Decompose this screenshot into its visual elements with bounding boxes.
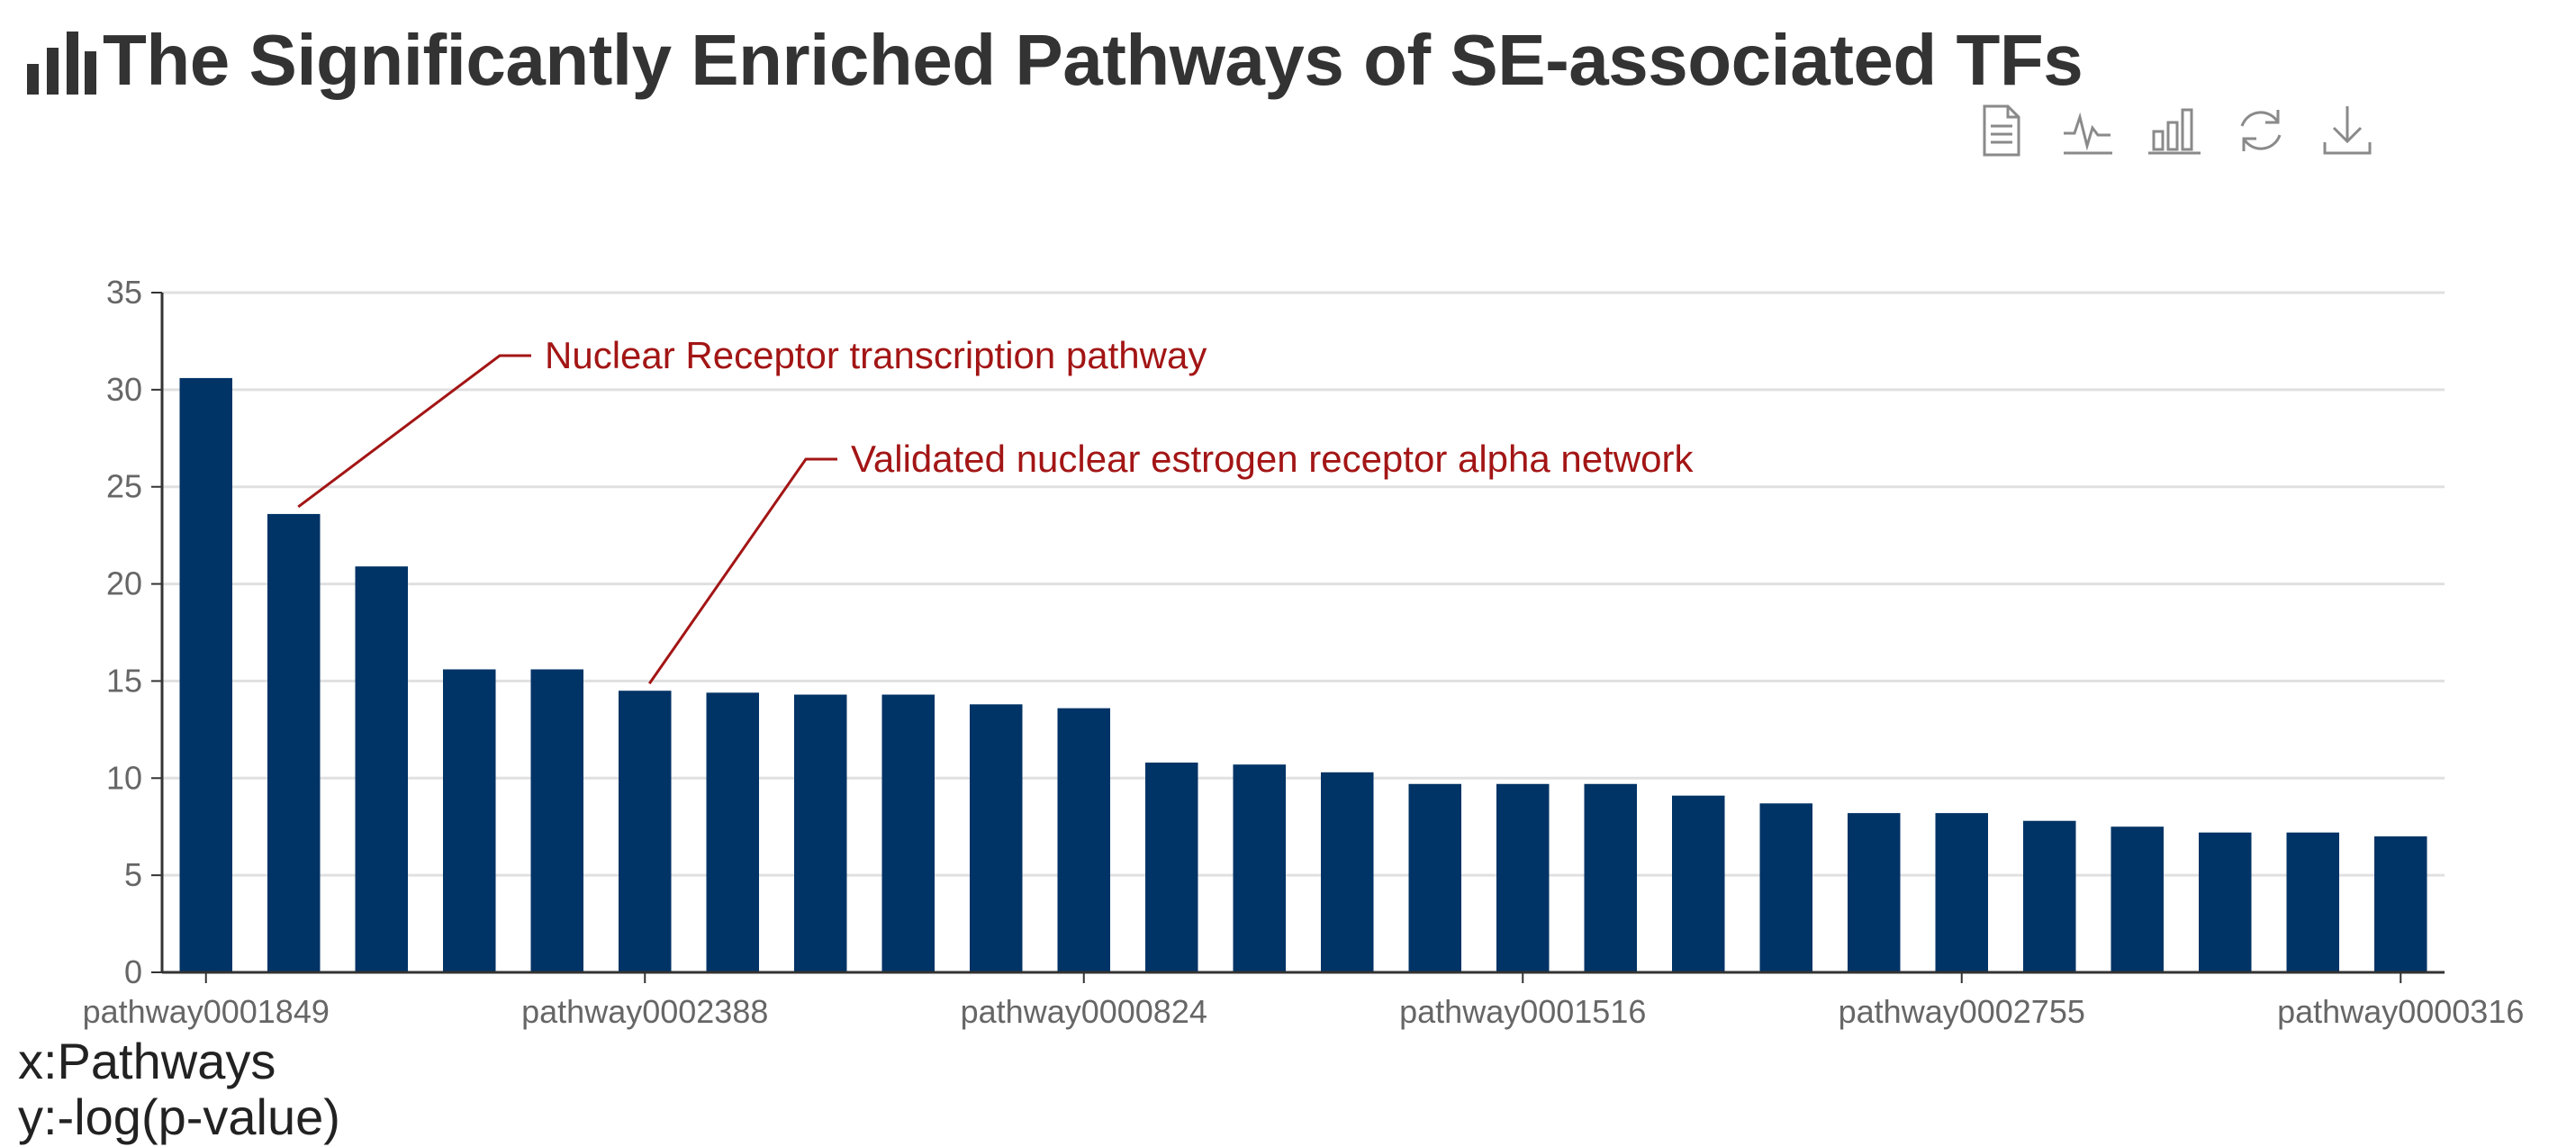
bar (794, 694, 847, 972)
bar (1759, 803, 1812, 972)
y-tick-label: 10 (106, 759, 142, 796)
bar-chart-icon (2148, 108, 2201, 155)
bar (1672, 795, 1725, 972)
x-tick-label: pathway0001516 (1399, 993, 1646, 1030)
y-tick-label: 25 (106, 468, 142, 505)
bar (2111, 826, 2164, 972)
annotation-leader-line (648, 457, 837, 685)
y-tick-label: 0 (124, 953, 142, 990)
chart-toolbox (1972, 101, 2377, 160)
document-icon (1983, 104, 2020, 157)
bar (1584, 783, 1637, 972)
bar (1233, 764, 1286, 972)
save-image-button[interactable] (2318, 101, 2377, 160)
bar (1057, 708, 1110, 972)
line-chart-button[interactable] (2058, 101, 2118, 160)
download-icon (2323, 106, 2372, 155)
bar (1496, 783, 1550, 972)
bar (1935, 813, 1988, 972)
data-view-button[interactable] (1972, 101, 2031, 160)
bar (443, 669, 496, 972)
bar (2374, 836, 2427, 972)
x-tick-label: pathway0000824 (961, 993, 1207, 1030)
y-tick-label: 30 (106, 371, 142, 408)
y-tick-label: 35 (106, 274, 142, 311)
bar (706, 692, 759, 972)
y-tick-label: 5 (124, 856, 142, 893)
title-row: The Significantly Enriched Pathways of S… (25, 11, 2083, 110)
bar (1408, 783, 1461, 972)
bar (2286, 832, 2339, 972)
y-axis-note: y:-log(p-value) (18, 1088, 340, 1145)
restore-button[interactable] (2231, 101, 2291, 160)
bar (1848, 813, 1901, 972)
bar (1321, 772, 1374, 972)
bar (530, 669, 583, 972)
refresh-icon (2240, 110, 2282, 151)
y-tick-label: 20 (106, 565, 142, 602)
bar (881, 694, 935, 972)
line-chart-icon (2064, 112, 2112, 155)
x-axis-note: x:Pathways (18, 1033, 276, 1089)
bar-chart-button[interactable] (2145, 101, 2204, 160)
bar (970, 704, 1023, 972)
page-title: The Significantly Enriched Pathways of S… (103, 20, 2083, 100)
bar (2023, 820, 2076, 972)
x-tick-label: pathway0002755 (1839, 993, 2085, 1030)
bar (179, 377, 232, 972)
annotation-label: Validated nuclear estrogen receptor alph… (851, 438, 1694, 480)
bar (267, 513, 321, 972)
annotation-label: Nuclear Receptor transcription pathway (545, 334, 1207, 376)
bar (1145, 763, 1198, 972)
bar-chart: 0 5 10 15 20 25 30 35 pathway0001849 pathway00023… (83, 274, 2525, 1030)
x-tick-label: pathway0000316 (2277, 993, 2524, 1030)
bar (619, 691, 672, 972)
x-tick-label: pathway0001849 (83, 993, 330, 1030)
bar-chart-icon (27, 32, 96, 95)
bar (355, 566, 408, 972)
bar (2199, 832, 2252, 972)
x-tick-label: pathway0002388 (521, 993, 768, 1030)
y-tick-label: 15 (106, 662, 142, 699)
annotation-leader-line (297, 354, 531, 509)
